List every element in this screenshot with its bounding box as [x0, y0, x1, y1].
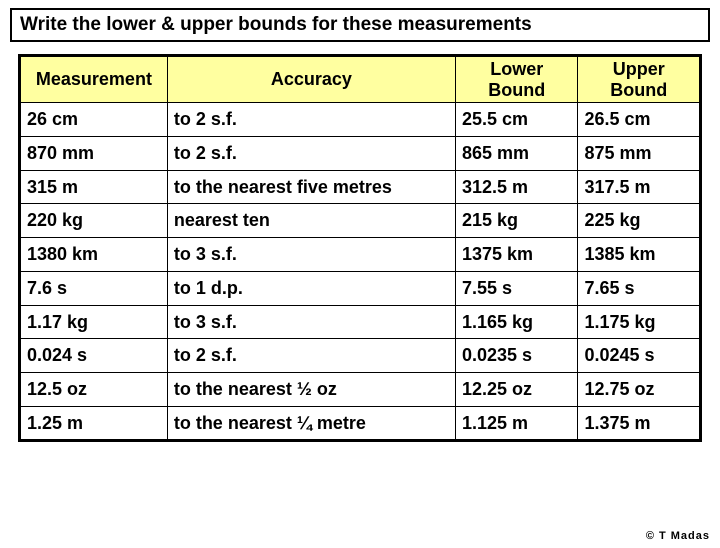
table-row: 0.024 sto 2 s.f.0.0235 s0.0245 s — [20, 339, 701, 373]
table-body: 26 cmto 2 s.f.25.5 cm26.5 cm870 mmto 2 s… — [20, 103, 701, 441]
cell-accuracy: to 1 d.p. — [167, 271, 455, 305]
cell-accuracy: to 2 s.f. — [167, 137, 455, 171]
cell-accuracy: to the nearest five metres — [167, 170, 455, 204]
cell-lower: 865 mm — [455, 137, 578, 171]
col-header-accuracy: Accuracy — [167, 56, 455, 103]
table-row: 1380 kmto 3 s.f.1375 km1385 km — [20, 238, 701, 272]
col-header-lower: LowerBound — [455, 56, 578, 103]
cell-lower: 1.165 kg — [455, 305, 578, 339]
col-header-measurement: Measurement — [20, 56, 168, 103]
col-header-upper: UpperBound — [578, 56, 701, 103]
cell-lower: 1375 km — [455, 238, 578, 272]
cell-measurement: 0.024 s — [20, 339, 168, 373]
table-header-row: Measurement Accuracy LowerBound UpperBou… — [20, 56, 701, 103]
cell-measurement: 1380 km — [20, 238, 168, 272]
cell-lower: 215 kg — [455, 204, 578, 238]
credit-text: © T Madas — [646, 530, 710, 542]
cell-upper: 0.0245 s — [578, 339, 701, 373]
cell-lower: 12.25 oz — [455, 372, 578, 406]
cell-measurement: 7.6 s — [20, 271, 168, 305]
cell-accuracy: to the nearest ½ oz — [167, 372, 455, 406]
cell-accuracy: to 2 s.f. — [167, 103, 455, 137]
cell-upper: 1385 km — [578, 238, 701, 272]
table-row: 12.5 ozto the nearest ½ oz12.25 oz12.75 … — [20, 372, 701, 406]
cell-upper: 7.65 s — [578, 271, 701, 305]
cell-measurement: 1.25 m — [20, 406, 168, 441]
table-row: 220 kgnearest ten215 kg225 kg — [20, 204, 701, 238]
cell-accuracy: to 3 s.f. — [167, 238, 455, 272]
cell-lower: 7.55 s — [455, 271, 578, 305]
cell-accuracy: to the nearest ¼ metre — [167, 406, 455, 441]
table-row: 26 cmto 2 s.f.25.5 cm26.5 cm — [20, 103, 701, 137]
table-row: 1.17 kgto 3 s.f.1.165 kg1.175 kg — [20, 305, 701, 339]
cell-measurement: 315 m — [20, 170, 168, 204]
cell-lower: 1.125 m — [455, 406, 578, 441]
cell-upper: 12.75 oz — [578, 372, 701, 406]
cell-upper: 875 mm — [578, 137, 701, 171]
cell-accuracy: to 2 s.f. — [167, 339, 455, 373]
cell-lower: 0.0235 s — [455, 339, 578, 373]
table-row: 7.6 sto 1 d.p.7.55 s7.65 s — [20, 271, 701, 305]
cell-upper: 225 kg — [578, 204, 701, 238]
cell-upper: 1.375 m — [578, 406, 701, 441]
page-title: Write the lower & upper bounds for these… — [10, 8, 710, 42]
cell-accuracy: to 3 s.f. — [167, 305, 455, 339]
cell-measurement: 12.5 oz — [20, 372, 168, 406]
cell-lower: 25.5 cm — [455, 103, 578, 137]
cell-accuracy: nearest ten — [167, 204, 455, 238]
cell-measurement: 870 mm — [20, 137, 168, 171]
table-row: 1.25 mto the nearest ¼ metre1.125 m1.375… — [20, 406, 701, 441]
cell-upper: 1.175 kg — [578, 305, 701, 339]
cell-measurement: 26 cm — [20, 103, 168, 137]
cell-upper: 317.5 m — [578, 170, 701, 204]
cell-measurement: 1.17 kg — [20, 305, 168, 339]
cell-lower: 312.5 m — [455, 170, 578, 204]
bounds-table: Measurement Accuracy LowerBound UpperBou… — [18, 54, 702, 442]
table-row: 315 mto the nearest five metres312.5 m31… — [20, 170, 701, 204]
cell-measurement: 220 kg — [20, 204, 168, 238]
table-row: 870 mmto 2 s.f.865 mm875 mm — [20, 137, 701, 171]
cell-upper: 26.5 cm — [578, 103, 701, 137]
